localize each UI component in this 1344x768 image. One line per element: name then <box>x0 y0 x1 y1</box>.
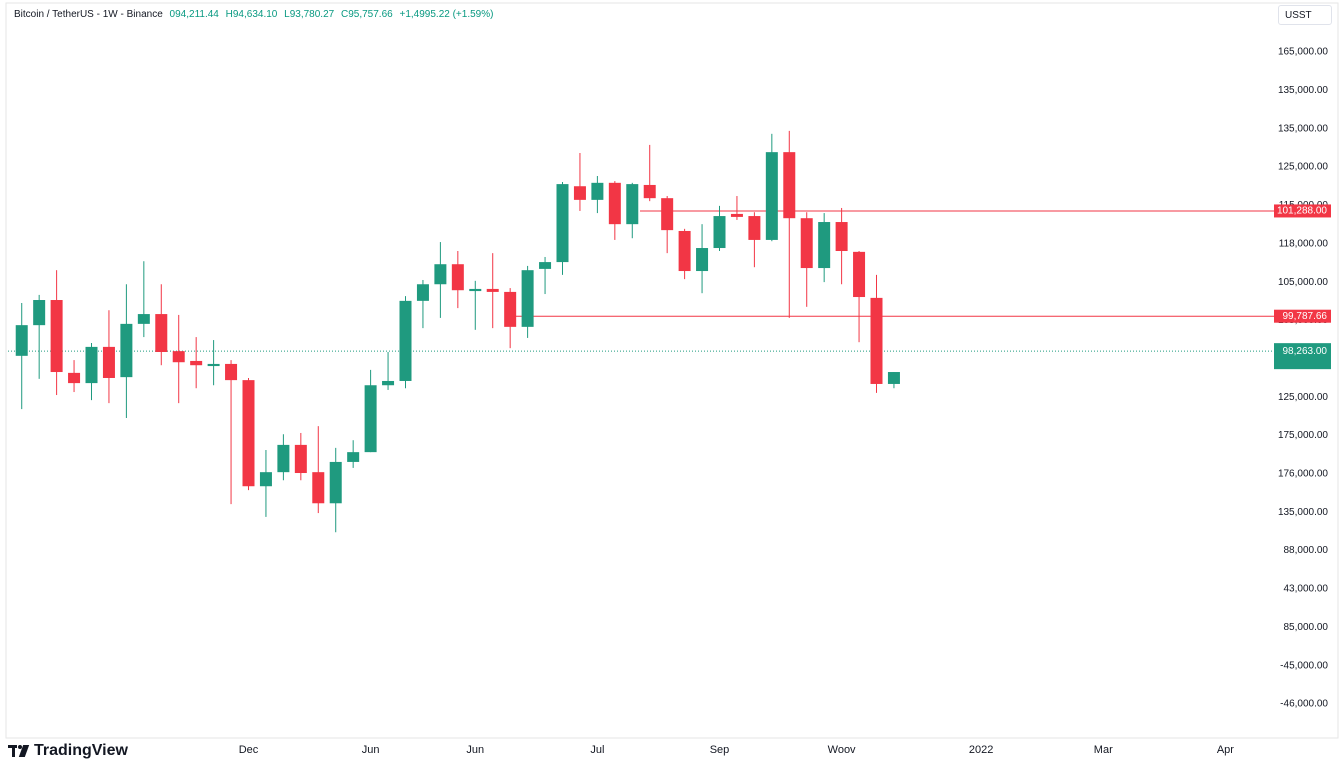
y-tick-label: 125,000.00 <box>1278 392 1328 403</box>
candle-body <box>504 291 517 327</box>
currency-button[interactable]: USST <box>1278 5 1332 25</box>
candle-body <box>539 262 552 269</box>
y-tick-label: 88,000.00 <box>1284 545 1329 556</box>
candle-body <box>120 323 133 378</box>
candle-body <box>294 444 307 474</box>
candle-body <box>259 472 272 487</box>
ohlc-close: C95,757.66 <box>340 9 393 20</box>
y-tick-label: 135,000.00 <box>1278 123 1328 134</box>
candle-body <box>15 325 28 356</box>
candle-body <box>626 184 639 225</box>
candle-body <box>486 288 499 292</box>
x-tick-label: Jul <box>590 744 604 756</box>
y-tick-label: 135,000.00 <box>1278 85 1328 96</box>
candle-body <box>85 346 98 384</box>
candle-body <box>382 380 395 386</box>
candle-body <box>835 222 848 252</box>
x-tick-label: Apr <box>1217 744 1234 756</box>
level-label: 99,787.66 <box>1283 311 1328 322</box>
candle-body <box>730 213 743 217</box>
candle-body <box>277 444 290 473</box>
symbol[interactable]: Bitcoin / TetherUS - 1W - Binance <box>14 9 163 20</box>
candle-body <box>643 184 656 199</box>
candle-body <box>434 264 447 285</box>
y-tick-label: 43,000.00 <box>1284 584 1329 595</box>
candle-body <box>102 346 115 378</box>
price-label: 98,263.00 <box>1283 346 1328 357</box>
candle-body <box>661 198 674 231</box>
y-tick-label: 135,000.00 <box>1278 507 1328 518</box>
y-tick-label: 85,000.00 <box>1284 622 1329 633</box>
candle-body <box>416 284 429 301</box>
x-tick-label: 2022 <box>969 744 993 756</box>
y-tick-label: 165,000.00 <box>1278 47 1328 58</box>
ohlc-low: L93,780.27 <box>284 9 335 20</box>
candle-body <box>800 218 813 269</box>
candle-body <box>50 300 63 373</box>
candle-body <box>608 182 621 225</box>
candle-body <box>870 297 883 384</box>
candle-body <box>713 216 726 249</box>
brand-logo <box>8 745 30 757</box>
symbol-header: Bitcoin / TetherUS - 1W - Binance 094,21… <box>14 9 497 20</box>
ohlc-change: +1,4995.22 (+1.59%) <box>399 9 494 20</box>
x-tick-label: Dec <box>239 744 259 756</box>
candle-body <box>469 288 482 292</box>
candle-body <box>765 152 778 240</box>
x-tick-label: Sep <box>710 744 730 756</box>
candle-body <box>68 372 81 384</box>
ohlc-open: 094,211.44 <box>169 9 219 20</box>
candle-body <box>818 222 831 269</box>
y-tick-label: 176,000.00 <box>1278 469 1328 480</box>
candle-body <box>329 461 342 504</box>
x-tick-label: Woov <box>828 744 856 756</box>
y-tick-label: 118,000.00 <box>1279 238 1329 249</box>
candle-body <box>312 472 325 504</box>
level-label-box <box>1274 309 1331 323</box>
candle-body <box>748 216 761 240</box>
level-label-box <box>1274 204 1331 218</box>
candle-body <box>399 300 412 381</box>
candle-body <box>678 230 691 272</box>
candle-body <box>853 251 866 298</box>
candle-body <box>207 363 220 367</box>
candle-body <box>242 380 255 487</box>
y-tick-label: 175,000.00 <box>1278 430 1328 441</box>
x-tick-label: Jun <box>362 744 380 756</box>
y-tick-label: 105,000.00 <box>1278 277 1328 288</box>
brand-name: TradingView <box>34 742 128 759</box>
candle-body <box>573 186 586 200</box>
price-label-box <box>1274 343 1331 370</box>
candle-body <box>364 385 377 453</box>
candle-body <box>887 372 900 384</box>
candle-body <box>225 363 238 381</box>
candle-body <box>591 182 604 200</box>
candle-body <box>33 300 46 326</box>
candle-body <box>172 351 185 363</box>
y-tick-label: -45,000.00 <box>1280 660 1328 671</box>
brand[interactable]: TradingView <box>8 742 128 760</box>
y-tick-label: 125,000.00 <box>1278 162 1328 173</box>
candle-body <box>451 264 464 291</box>
ohlc-high: H94,634.10 <box>225 9 278 20</box>
candle-body <box>521 270 534 327</box>
candle-body <box>155 314 168 352</box>
x-tick-label: Mar <box>1094 744 1113 756</box>
candle-body <box>783 152 796 219</box>
candle-body <box>556 184 569 263</box>
chart-frame <box>5 2 1339 739</box>
y-tick-label: -46,000.00 <box>1280 699 1328 710</box>
candle-body <box>347 452 360 462</box>
candle-body <box>137 314 150 324</box>
candle-body <box>696 248 709 272</box>
level-label: 101,288.00 <box>1277 206 1327 217</box>
candle-body <box>190 360 203 366</box>
x-tick-label: Jun <box>466 744 484 756</box>
